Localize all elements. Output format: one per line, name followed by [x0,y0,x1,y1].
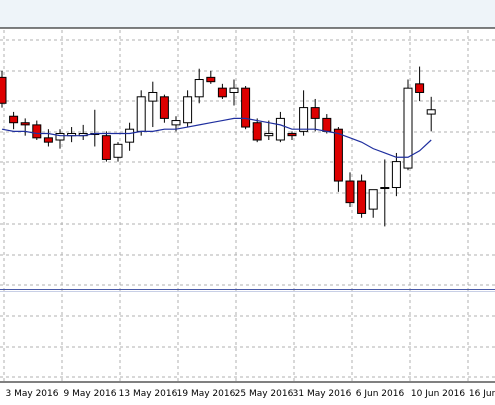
lower-indicator [0,289,495,292]
candle [333,127,343,192]
candle [206,70,216,84]
x-tick-label: 16 Jun 2016 [469,389,495,399]
candle-body-bullish [368,189,378,210]
candle-body-bullish [171,120,181,126]
candle-body-bearish [252,122,262,141]
candle-body-bearish [310,107,320,119]
candle [55,129,65,149]
candle-body-bearish [101,135,111,160]
candle [415,66,425,102]
candle-body-bearish [43,137,53,143]
candle [357,174,367,218]
candle [101,131,111,162]
moving-average [1,117,432,158]
x-tick-label: 3 May 2016 [6,389,59,399]
candle-body-bullish [391,161,401,189]
candles [0,66,436,227]
candle-body-bearish [217,87,227,98]
x-tick-label: 19 May 2016 [177,389,236,399]
candle-body-bearish [0,76,7,104]
candle-body-bearish [287,133,297,137]
candle-body-bullish [113,143,123,158]
candle-body-bullish [380,187,390,190]
candle-body-bullish [275,117,285,141]
x-tick-label: 25 May 2016 [235,389,294,399]
candle-body-bullish [194,79,204,98]
candle [391,152,401,197]
candle [43,129,53,147]
candle [194,68,204,104]
candle-body-bullish [403,87,413,169]
candle-body-bearish [32,124,42,139]
candle [310,98,320,132]
candle [345,172,355,207]
candle-body-bullish [136,96,146,132]
candle-body-bearish [206,76,216,83]
x-tick-labels: 3 May 2016 9 May 2016 13 May 2016 19 May 20… [6,389,495,399]
candle-body-bearish [357,180,367,214]
candle-body-bearish [9,115,19,124]
candle [241,86,251,130]
candle [148,81,158,128]
candle [113,142,123,162]
top-panel [0,0,495,28]
candle-body-bullish [264,133,274,137]
candle-body-bearish [333,128,343,182]
candle-body-bullish [148,91,158,102]
candle [380,159,390,227]
candle [136,90,146,136]
candle-body-bullish [229,87,239,93]
candle-body-bearish [159,96,169,119]
candle [20,118,30,136]
candle [229,79,239,106]
candle [275,111,285,143]
candle [426,96,436,132]
x-tick-label: 13 May 2016 [119,389,178,399]
moving-average-line [1,117,432,158]
candle [264,120,274,140]
x-tick-label: 10 Jun 2016 [411,389,465,399]
candle [183,90,193,128]
candle-body-bearish [20,122,30,126]
chart-grid [0,30,495,382]
candle [159,94,169,123]
candle [9,111,19,130]
candle-body-bearish [322,117,332,132]
x-tick-label: 9 May 2016 [64,389,117,399]
candle [287,131,297,140]
x-tick-label: 31 May 2016 [293,389,352,399]
candle [403,79,413,171]
candle [252,118,262,143]
candle [0,70,7,108]
candle [217,83,227,99]
candle-body-bearish [241,87,251,128]
candle-body-bullish [183,96,193,124]
candle [368,189,378,218]
candle-body-bearish [345,180,355,204]
candle-body-bullish [55,133,65,141]
x-tick-label: 6 Jun 2016 [356,389,405,399]
candle-body-bullish [426,109,436,115]
candle [125,122,135,151]
candle-body-bearish [415,83,425,93]
candle-body-bullish [125,128,135,143]
candle-body-bullish [299,107,309,132]
candle [299,90,309,136]
candle [32,120,42,140]
